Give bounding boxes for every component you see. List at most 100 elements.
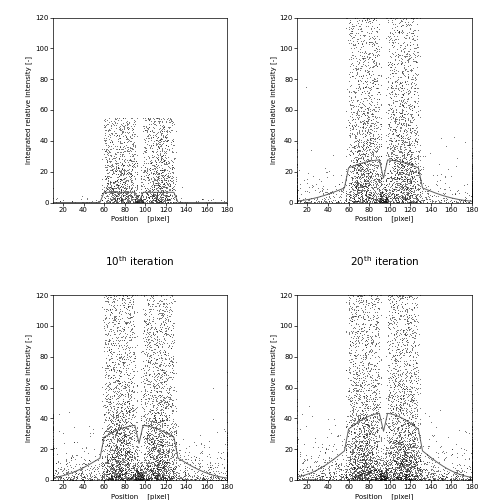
- Point: [116, 193, 124, 201]
- Point: [224, 472, 231, 480]
- Point: [149, 329, 157, 337]
- Point: [321, 164, 329, 172]
- Point: [347, 358, 354, 366]
- Point: [369, 132, 376, 140]
- Point: [400, 380, 408, 388]
- Point: [365, 194, 373, 202]
- Point: [146, 143, 154, 151]
- Point: [382, 464, 390, 472]
- Point: [382, 192, 390, 200]
- Point: [295, 471, 303, 479]
- Point: [355, 437, 363, 445]
- Point: [133, 470, 141, 478]
- Point: [352, 192, 359, 200]
- Point: [160, 462, 168, 470]
- Point: [167, 474, 174, 482]
- Point: [399, 450, 406, 458]
- Point: [377, 476, 385, 484]
- Point: [293, 446, 301, 454]
- Point: [350, 166, 357, 174]
- Point: [369, 194, 376, 202]
- Point: [398, 134, 405, 142]
- Point: [101, 461, 108, 469]
- Point: [331, 472, 339, 480]
- Point: [389, 194, 397, 202]
- Point: [110, 404, 118, 412]
- Point: [368, 49, 376, 57]
- Point: [382, 468, 390, 476]
- Point: [167, 472, 174, 480]
- Point: [408, 344, 416, 352]
- Point: [134, 472, 141, 480]
- Point: [154, 196, 162, 204]
- Point: [60, 464, 68, 472]
- Point: [165, 432, 173, 440]
- Point: [360, 154, 367, 162]
- Point: [393, 26, 400, 34]
- Point: [144, 475, 152, 483]
- Point: [365, 198, 373, 206]
- Point: [353, 390, 361, 398]
- Point: [358, 112, 365, 120]
- Point: [343, 474, 351, 482]
- Point: [136, 471, 144, 479]
- Point: [321, 448, 329, 456]
- Point: [147, 291, 155, 299]
- Point: [63, 474, 70, 482]
- Point: [101, 137, 109, 145]
- Point: [224, 464, 231, 471]
- Point: [468, 458, 476, 466]
- Point: [329, 472, 337, 480]
- Point: [293, 475, 301, 483]
- Point: [406, 144, 414, 152]
- Point: [119, 446, 127, 454]
- Point: [414, 472, 422, 480]
- Point: [325, 468, 332, 476]
- Point: [361, 350, 368, 358]
- Point: [107, 462, 115, 469]
- Point: [357, 354, 365, 362]
- Point: [368, 27, 376, 35]
- Point: [67, 475, 74, 483]
- Point: [303, 180, 310, 188]
- Point: [406, 374, 414, 382]
- Point: [383, 14, 391, 22]
- Point: [122, 406, 130, 413]
- Point: [382, 476, 390, 484]
- Point: [115, 462, 123, 470]
- Point: [177, 474, 184, 482]
- Point: [333, 432, 341, 440]
- Point: [358, 166, 366, 173]
- Point: [364, 364, 371, 372]
- Point: [364, 144, 372, 152]
- Point: [160, 174, 168, 182]
- Point: [160, 190, 168, 198]
- Point: [404, 87, 412, 95]
- Point: [325, 462, 332, 470]
- Point: [359, 150, 366, 158]
- Point: [147, 198, 155, 206]
- Point: [175, 474, 183, 482]
- Point: [102, 475, 110, 483]
- Point: [123, 388, 131, 396]
- Point: [131, 142, 138, 150]
- Point: [154, 476, 162, 484]
- Point: [369, 434, 377, 442]
- Point: [129, 473, 137, 481]
- Point: [168, 446, 176, 454]
- Point: [352, 166, 360, 174]
- Point: [346, 291, 354, 299]
- Point: [395, 454, 403, 462]
- Point: [146, 170, 153, 178]
- Point: [115, 421, 123, 429]
- Point: [365, 190, 373, 198]
- Point: [130, 474, 138, 482]
- Point: [377, 133, 385, 141]
- Point: [158, 186, 166, 194]
- Point: [360, 166, 368, 174]
- Point: [125, 344, 133, 352]
- Point: [455, 190, 463, 198]
- Point: [136, 466, 144, 474]
- Point: [352, 138, 359, 145]
- Point: [131, 472, 139, 480]
